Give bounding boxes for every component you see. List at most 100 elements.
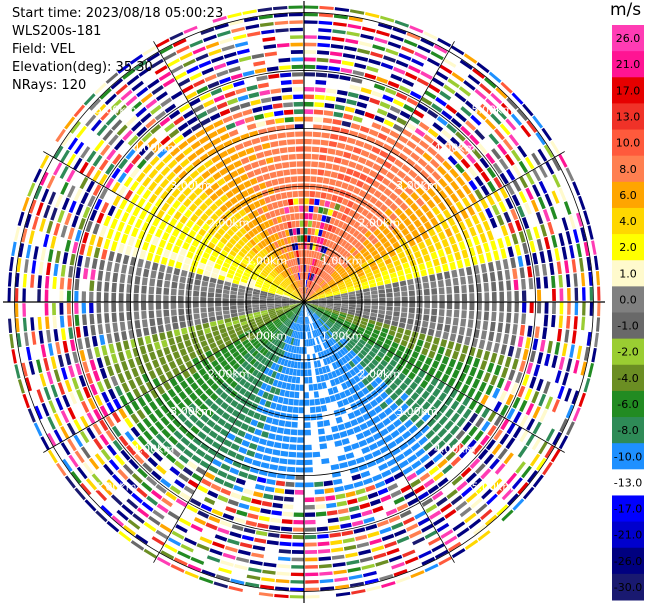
range-gate xyxy=(222,115,234,124)
range-gate xyxy=(400,312,408,318)
range-gate xyxy=(137,197,146,208)
range-gate xyxy=(131,400,140,411)
range-gate xyxy=(104,313,110,323)
range-gate xyxy=(451,72,465,83)
colorbar-segment xyxy=(612,77,644,104)
range-gate xyxy=(231,336,239,343)
range-gate xyxy=(131,120,143,132)
range-gate xyxy=(279,458,288,465)
range-gate xyxy=(472,235,480,246)
range-gate xyxy=(517,385,526,398)
range-gate xyxy=(382,368,391,376)
range-gate xyxy=(337,454,347,462)
range-gate xyxy=(248,442,258,450)
range-gate xyxy=(143,327,150,336)
range-gate xyxy=(382,143,393,152)
range-gate xyxy=(346,99,357,106)
range-gate xyxy=(220,359,228,368)
range-gate xyxy=(268,288,276,293)
range-gate xyxy=(307,369,312,376)
range-gate xyxy=(160,135,171,146)
range-gate xyxy=(367,233,376,242)
range-gate xyxy=(418,550,432,559)
range-gate xyxy=(461,486,473,498)
range-gate xyxy=(302,294,304,302)
range-gate xyxy=(150,58,164,69)
range-gate xyxy=(472,68,485,79)
range-gate xyxy=(82,361,90,373)
range-gate xyxy=(202,345,211,353)
range-gate xyxy=(336,142,346,150)
range-gate xyxy=(360,33,374,40)
range-gate xyxy=(559,288,564,301)
range-gate xyxy=(183,175,193,185)
range-gate xyxy=(354,241,362,249)
range-gate xyxy=(280,342,286,350)
range-gate xyxy=(266,66,279,72)
range-gate xyxy=(172,322,179,330)
range-gate xyxy=(280,72,292,78)
range-gate xyxy=(549,262,555,275)
range-gate xyxy=(271,418,279,426)
colorbar-segment xyxy=(612,364,644,392)
range-gate xyxy=(512,498,525,511)
range-gate xyxy=(420,96,433,106)
range-gate xyxy=(346,342,354,349)
range-gate xyxy=(234,221,243,230)
range-gate xyxy=(558,274,563,288)
range-gate xyxy=(270,234,277,242)
range-gate xyxy=(466,153,477,164)
range-gate xyxy=(314,481,324,487)
range-gate xyxy=(329,217,336,225)
range-gate xyxy=(583,378,591,393)
range-gate xyxy=(256,278,264,284)
range-gate xyxy=(249,505,261,513)
range-gate xyxy=(304,474,314,480)
range-gate xyxy=(357,156,367,165)
range-gate xyxy=(139,384,148,395)
range-gate xyxy=(273,110,284,117)
range-gate xyxy=(204,197,213,207)
range-gate xyxy=(491,291,497,302)
range-gate xyxy=(284,176,291,184)
range-gate xyxy=(306,309,309,317)
range-gate xyxy=(309,399,315,406)
range-gate xyxy=(191,122,202,132)
range-gate xyxy=(143,430,153,441)
range-gate xyxy=(332,164,340,171)
range-gate xyxy=(403,175,413,185)
range-gate xyxy=(240,320,248,326)
range-gate xyxy=(158,221,167,231)
range-gate xyxy=(375,395,384,404)
range-gate xyxy=(307,316,310,324)
range-gate xyxy=(222,262,231,269)
range-gate xyxy=(14,288,19,302)
range-gate xyxy=(304,287,306,295)
range-gate xyxy=(17,379,25,394)
range-gate xyxy=(331,402,339,410)
range-gate xyxy=(419,472,431,482)
range-gate xyxy=(335,254,342,261)
range-gate xyxy=(215,288,223,294)
range-gate xyxy=(343,276,351,282)
range-gate xyxy=(292,191,298,198)
range-gate xyxy=(497,322,503,333)
range-gate xyxy=(208,48,222,57)
range-gate xyxy=(319,237,325,245)
range-gate xyxy=(252,184,261,192)
range-gate xyxy=(285,269,291,276)
range-gate xyxy=(331,370,338,378)
range-gate xyxy=(160,459,172,469)
range-gate xyxy=(430,217,439,227)
range-gate xyxy=(241,275,249,281)
range-gate xyxy=(238,218,247,226)
range-gate xyxy=(440,529,454,539)
range-gate xyxy=(348,304,356,308)
range-gate xyxy=(294,290,300,297)
range-gate xyxy=(299,205,304,212)
range-gate xyxy=(434,265,442,274)
range-gate xyxy=(442,464,453,475)
range-gate xyxy=(566,315,571,329)
range-gate xyxy=(214,198,224,207)
range-gate xyxy=(538,393,547,407)
